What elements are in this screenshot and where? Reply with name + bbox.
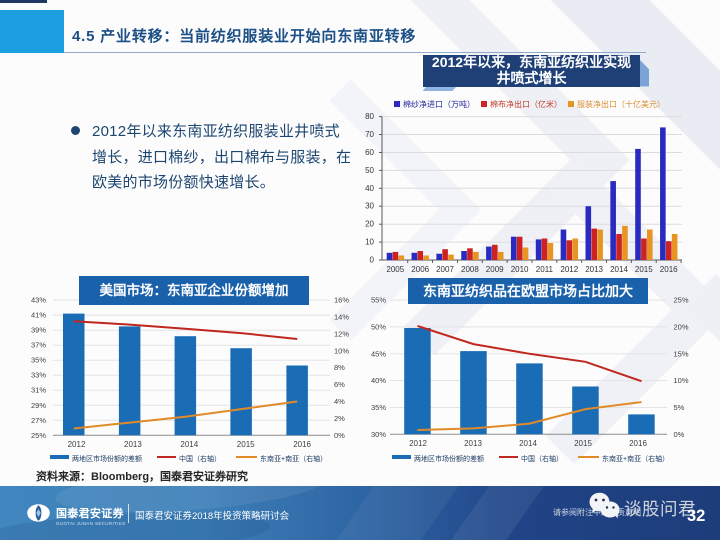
svg-text:30%: 30%	[371, 430, 386, 439]
svg-text:2015: 2015	[635, 265, 653, 274]
svg-text:40: 40	[365, 184, 374, 193]
svg-text:8%: 8%	[334, 363, 345, 372]
svg-text:55%: 55%	[371, 296, 386, 305]
svg-text:0%: 0%	[674, 430, 685, 439]
svg-text:2013: 2013	[124, 440, 142, 449]
svg-text:2009: 2009	[486, 265, 504, 274]
svg-text:50: 50	[365, 166, 374, 175]
svg-text:2014: 2014	[610, 265, 628, 274]
svg-text:2014: 2014	[519, 439, 537, 448]
svg-text:37%: 37%	[31, 341, 46, 350]
svg-text:2016: 2016	[293, 440, 311, 449]
svg-text:2010: 2010	[511, 265, 529, 274]
svg-text:35%: 35%	[31, 356, 46, 365]
svg-text:2015: 2015	[574, 439, 592, 448]
svg-text:29%: 29%	[31, 401, 46, 410]
svg-text:2012: 2012	[68, 440, 86, 449]
svg-text:0: 0	[370, 256, 375, 265]
svg-text:30: 30	[365, 202, 374, 211]
svg-text:2014: 2014	[180, 440, 198, 449]
svg-text:60: 60	[365, 148, 374, 157]
svg-text:2012: 2012	[560, 265, 578, 274]
svg-text:16%: 16%	[334, 296, 349, 305]
svg-text:10%: 10%	[674, 376, 689, 385]
svg-text:27%: 27%	[31, 416, 46, 425]
svg-text:2013: 2013	[585, 265, 603, 274]
svg-text:35%: 35%	[371, 403, 386, 412]
svg-text:20%: 20%	[674, 322, 689, 331]
svg-text:50%: 50%	[371, 322, 386, 331]
svg-text:2015: 2015	[237, 440, 255, 449]
svg-text:43%: 43%	[31, 296, 46, 305]
svg-text:2016: 2016	[629, 439, 647, 448]
svg-text:2007: 2007	[436, 265, 454, 274]
svg-text:2008: 2008	[461, 265, 479, 274]
svg-text:25%: 25%	[31, 431, 46, 440]
svg-text:6%: 6%	[334, 380, 345, 389]
svg-text:25%: 25%	[674, 296, 689, 305]
svg-text:5%: 5%	[674, 403, 685, 412]
svg-text:2006: 2006	[411, 265, 429, 274]
svg-text:10%: 10%	[334, 346, 349, 355]
svg-text:0%: 0%	[334, 431, 345, 440]
svg-text:2016: 2016	[660, 265, 678, 274]
svg-text:31%: 31%	[31, 386, 46, 395]
svg-text:2%: 2%	[334, 414, 345, 423]
svg-text:10: 10	[365, 238, 374, 247]
svg-text:33%: 33%	[31, 371, 46, 380]
svg-text:80: 80	[365, 112, 374, 121]
svg-text:41%: 41%	[31, 311, 46, 320]
svg-text:70: 70	[365, 130, 374, 139]
svg-text:40%: 40%	[371, 376, 386, 385]
svg-text:12%: 12%	[334, 329, 349, 338]
svg-text:45%: 45%	[371, 349, 386, 358]
svg-text:14%: 14%	[334, 313, 349, 322]
svg-text:15%: 15%	[674, 349, 689, 358]
svg-text:2012: 2012	[409, 439, 427, 448]
svg-text:2013: 2013	[464, 439, 482, 448]
svg-text:4%: 4%	[334, 397, 345, 406]
svg-text:2005: 2005	[386, 265, 404, 274]
svg-text:20: 20	[365, 220, 374, 229]
svg-text:39%: 39%	[31, 326, 46, 335]
svg-text:2011: 2011	[536, 265, 554, 274]
